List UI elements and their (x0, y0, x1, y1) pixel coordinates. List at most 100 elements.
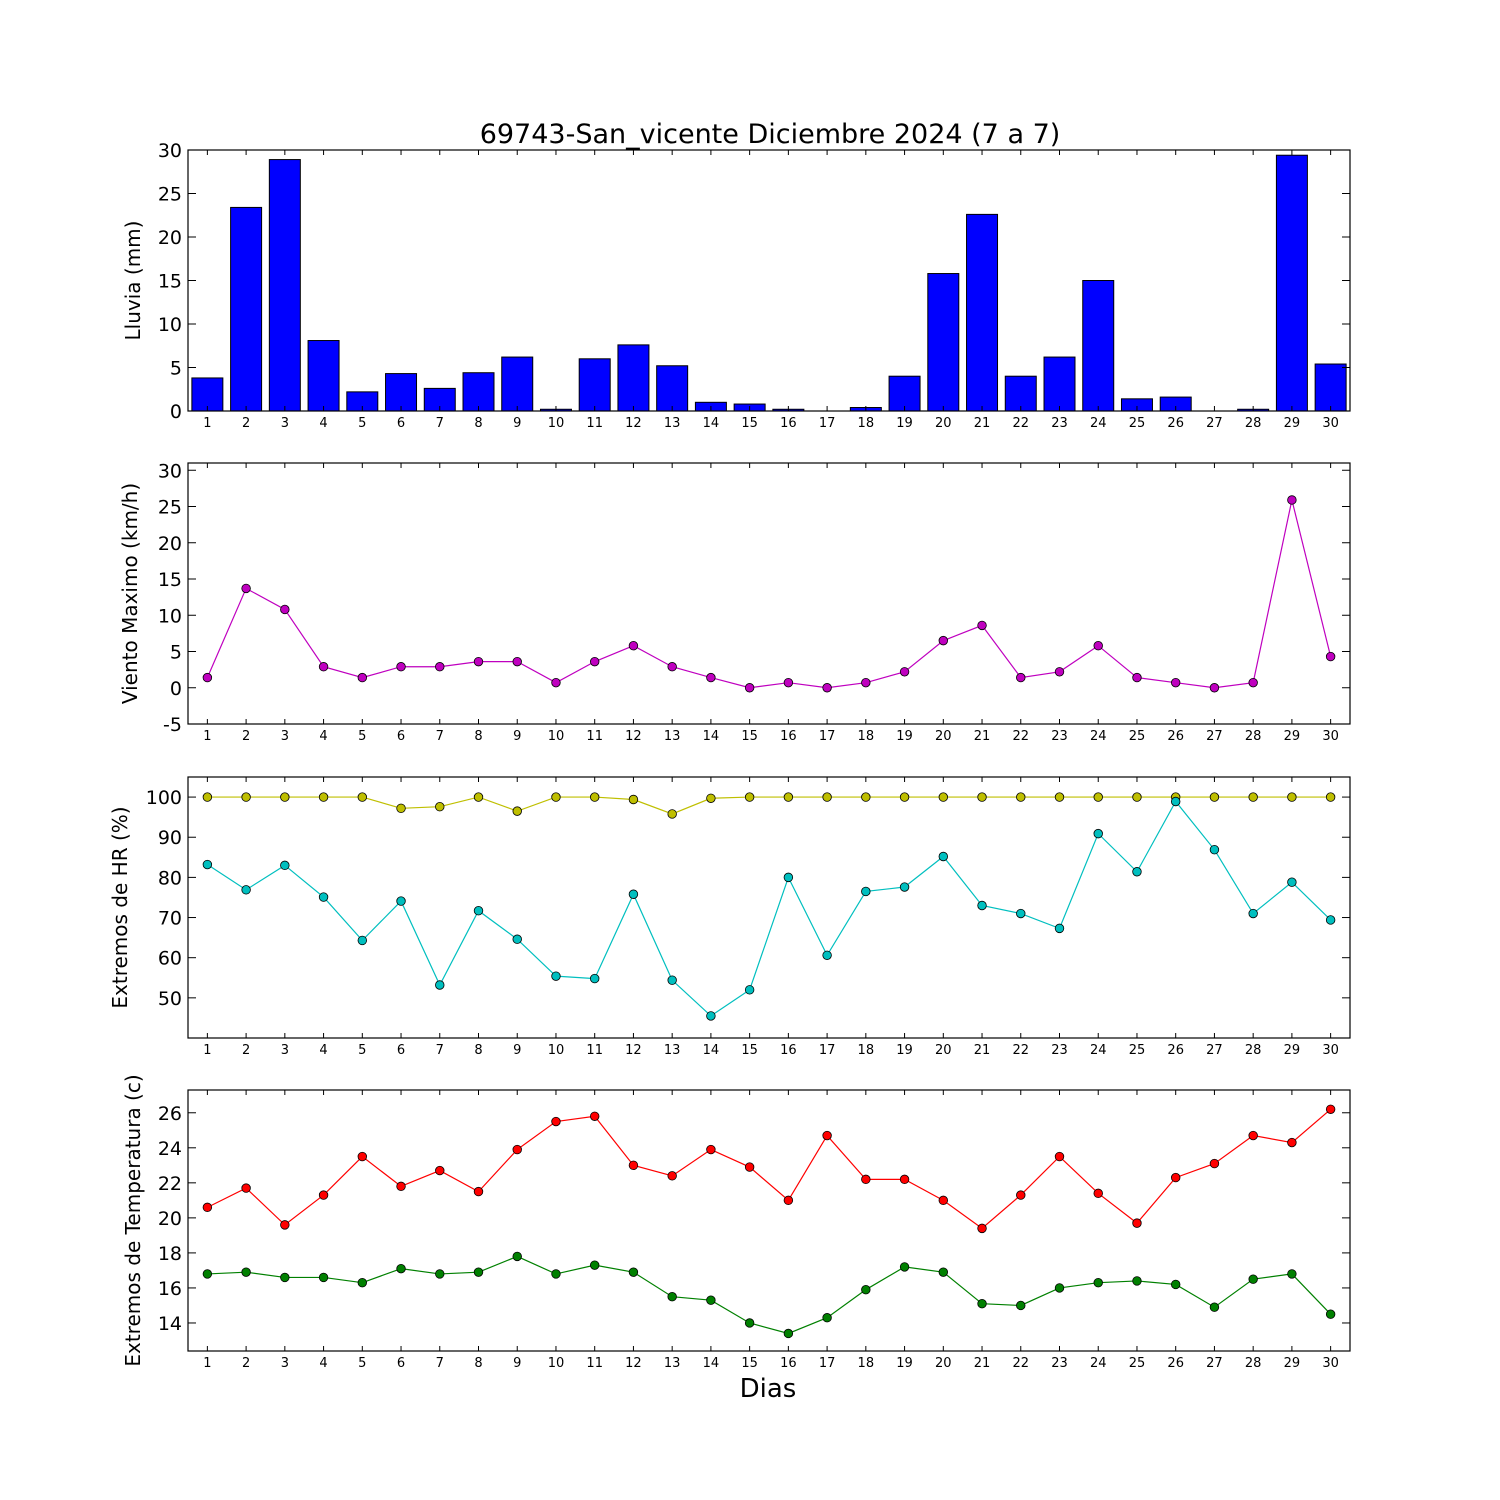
point-day-29 (1287, 495, 1297, 505)
x-tick-label: 12 (625, 416, 642, 431)
point-day-28 (1248, 677, 1258, 688)
series-4-1 (202, 1104, 1336, 1234)
point-day-23 (1054, 1151, 1065, 1162)
x-tick-label: 25 (1129, 416, 1146, 431)
x-tick-label: 14 (703, 729, 720, 744)
x-tick-label: 24 (1090, 729, 1107, 744)
series-4-2 (202, 1251, 1336, 1339)
point-day-29 (1287, 792, 1297, 802)
point-day-9 (512, 1251, 522, 1262)
point-day-6 (396, 803, 406, 814)
point-day-1 (202, 792, 213, 802)
point-day-4 (318, 662, 329, 672)
x-tick-label: 28 (1245, 1356, 1262, 1371)
x-tick-label: 22 (1012, 1043, 1029, 1058)
point-day-17 (822, 1130, 832, 1141)
point-day-10 (551, 971, 561, 981)
y-tick-label: 10 (158, 605, 182, 627)
y-tick-label: 15 (158, 569, 182, 591)
point-day-3 (280, 1220, 290, 1230)
x-tick-label: 23 (1051, 1043, 1068, 1058)
point-day-1 (202, 1269, 213, 1279)
point-day-13 (667, 662, 677, 672)
point-day-7 (435, 1165, 445, 1176)
point-day-3 (280, 604, 290, 615)
x-tick-label: 23 (1051, 1356, 1068, 1371)
point-day-5 (357, 672, 368, 683)
x-tick-label: 28 (1245, 1043, 1262, 1058)
point-day-19 (899, 882, 910, 892)
bar-day-8 (462, 372, 495, 412)
point-day-16 (783, 1328, 794, 1339)
x-tick-label: 18 (858, 416, 875, 431)
y-tick-label: 10 (158, 314, 182, 336)
series-1-1 (191, 154, 1347, 412)
point-day-12 (628, 1160, 639, 1171)
point-day-25 (1132, 1218, 1142, 1228)
point-day-7 (435, 1269, 445, 1279)
chart-panels: 1 2 3 4 5 6 7 8 9 10 11 12 13 14 15 16 17 18 19 20 21 22 23 24 2… (108, 140, 1351, 1371)
x-tick-label: 28 (1245, 729, 1262, 744)
y-tick-label: 50 (158, 988, 182, 1010)
x-tick-label: 3 (281, 416, 289, 431)
point-day-20 (938, 1195, 949, 1206)
point-day-27 (1209, 1302, 1220, 1312)
bar-day-13 (656, 365, 689, 412)
point-day-28 (1248, 792, 1258, 802)
panel-3: 1 2 3 4 5 6 7 8 9 10 11 12 13 14 15 16 17 18 19 20 21 22 23 24 2… (108, 776, 1351, 1058)
point-day-9 (512, 806, 522, 816)
x-tick-label: 22 (1012, 729, 1029, 744)
x-tick-label: 10 (548, 1356, 565, 1371)
series-3-1 (202, 792, 1336, 819)
x-tick-label: 19 (896, 1356, 913, 1371)
x-tick-label: 5 (358, 1356, 366, 1371)
x-tick-label: 15 (741, 729, 758, 744)
point-day-3 (280, 792, 290, 802)
point-day-6 (396, 1181, 406, 1192)
point-day-30 (1325, 1104, 1336, 1114)
x-tick-label: 4 (319, 1043, 327, 1058)
bar-day-2 (230, 206, 263, 412)
point-day-30 (1325, 792, 1336, 802)
x-tick-label: 26 (1167, 729, 1184, 744)
y-axis-label: Lluvia (mm) (121, 221, 145, 341)
point-day-10 (551, 677, 561, 688)
x-tick-label: 2 (242, 1043, 250, 1058)
y-tick-label: 90 (158, 827, 182, 849)
x-tick-label: 6 (397, 729, 405, 744)
x-tick-label: 6 (397, 416, 405, 431)
y-axis-label: Extremos de HR (%) (108, 806, 132, 1008)
x-tick-label: 1 (203, 1356, 211, 1371)
y-tick-label: 24 (158, 1138, 182, 1160)
x-tick-label: 6 (397, 1043, 405, 1058)
point-day-26 (1170, 1279, 1181, 1290)
point-day-25 (1132, 672, 1142, 683)
x-tick-label: 9 (513, 416, 521, 431)
x-tick-label: 6 (397, 1356, 405, 1371)
series-2-1 (202, 495, 1336, 693)
bar-day-19 (888, 375, 921, 412)
x-tick-label: 20 (935, 729, 952, 744)
bar-day-21 (966, 213, 999, 412)
y-tick-label: 60 (158, 948, 182, 970)
point-day-19 (899, 1174, 910, 1185)
point-day-16 (783, 872, 794, 883)
x-tick-label: 9 (513, 729, 521, 744)
point-day-5 (357, 1151, 368, 1162)
panel-2: 1 2 3 4 5 6 7 8 9 10 11 12 13 14 15 16 17 18 19 20 21 22 23 24 2… (118, 460, 1351, 744)
bar-day-29 (1275, 154, 1308, 412)
point-day-30 (1325, 651, 1336, 662)
point-day-9 (512, 656, 522, 667)
point-day-1 (202, 859, 213, 870)
point-day-23 (1054, 792, 1065, 802)
x-tick-label: 24 (1090, 416, 1107, 431)
y-tick-label: 70 (158, 908, 182, 930)
point-day-16 (783, 1195, 794, 1206)
y-tick-label: 20 (158, 533, 182, 555)
x-tick-label: 17 (819, 1356, 836, 1371)
x-tick-label: 7 (436, 1356, 444, 1371)
point-day-14 (706, 1144, 716, 1155)
axes-frame (187, 149, 1351, 412)
x-tick-label: 30 (1322, 416, 1339, 431)
x-tick-label: 2 (242, 729, 250, 744)
